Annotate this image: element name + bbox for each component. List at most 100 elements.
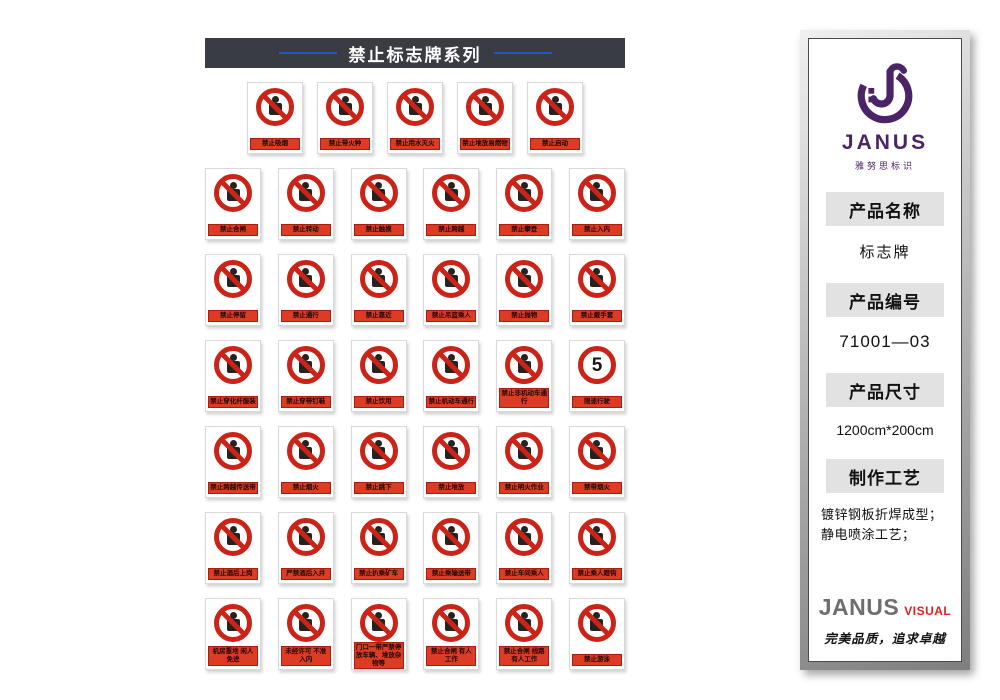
prohibition-circle-icon [326,88,364,126]
prohibition-circle-icon [505,346,544,384]
prohibition-circle-icon [505,260,544,298]
prohibition-circle-icon [432,260,471,298]
prohibition-sign: 禁止用水灭火 [387,82,443,154]
sign-label: 门口一带严禁停放车辆、堆放杂物等 [353,642,404,670]
product-name-value: 标志牌 [859,244,911,261]
prohibition-circle-icon [432,174,471,212]
sign-label: 禁止跨越传送带 [208,482,258,494]
sign-row: 禁止停留 禁止通行 禁止靠近 禁止吊篮乘人 [205,254,625,326]
sign-label: 机房重地 闲人免进 [208,646,258,666]
prohibition-sign: 禁止吊篮乘人 [423,254,480,326]
sign-label: 禁止机动车通行 [426,396,477,408]
prohibition-circle-icon [256,88,294,126]
prohibition-circle-icon [286,432,325,470]
sign-label: 禁止跨越 [426,224,477,236]
prohibition-circle-icon [359,346,398,384]
prohibition-sign: 禁止合闸 线路有人工作 [496,598,553,670]
process-header: 制作工艺 [826,459,944,493]
prohibition-sign: 禁止乘输送带 [423,512,480,584]
sign-label: 禁止启动 [530,138,580,150]
prohibition-sign: 禁止机动车通行 [423,340,480,412]
footer-tagline: 完美品质，追求卓越 [824,631,946,646]
prohibition-circle-icon [505,432,544,470]
prohibition-sign: 禁止转动 [277,168,334,240]
sign-row: 禁止吸烟 禁止带火种 禁止用水灭火 禁止堆放易燃物 [205,82,625,154]
prohibition-sign: 禁止停留 [205,254,261,326]
prohibition-circle-icon [214,346,252,384]
prohibition-sign: 禁止扒乘矿车 [350,512,407,584]
prohibition-circle-icon [214,174,252,212]
prohibition-circle-icon [577,604,616,642]
sign-row: 禁止酒后上岗 严禁酒后入井 禁止扒乘矿车 禁止乘输送带 [205,512,625,584]
prohibition-sign: 未经许可 不准入内 [277,598,334,670]
sign-glyph: 5 [591,354,603,376]
prohibition-circle-icon [214,604,252,642]
prohibition-circle-icon [432,518,471,556]
prohibition-circle-icon [432,432,471,470]
panel-footer: JANUS VISUAL 完美品质，追求卓越 [819,594,951,647]
sign-row: 禁止穿化纤服装 禁止穿带钉鞋 禁止饮用 禁止机动车通行 [205,340,625,412]
sign-label: 禁止吊篮乘人 [426,310,477,322]
prohibition-sign: 禁止饮用 [350,340,407,412]
prohibition-sign: 禁止通行 [277,254,334,326]
product-info-panel: JANUS 雅努思标识 产品名称 标志牌 产品编号 71001—03 产品尺寸 … [800,30,970,670]
sign-label: 禁止扒乘矿车 [353,568,404,580]
prohibition-sign: 禁止吸烟 [247,82,303,154]
sign-label: 禁止用水灭火 [390,138,440,150]
brand-line: JANUS VISUAL [819,594,951,621]
prohibition-circle-icon [214,432,252,470]
product-size-header: 产品尺寸 [826,373,944,407]
prohibition-sign: 门口一带严禁停放车辆、堆放杂物等 [350,598,407,670]
prohibition-sign: 禁止合闸 [205,168,261,240]
prohibition-sign: 5 限速行驶 [568,340,625,412]
title-rule-left [278,52,337,54]
prohibition-circle-icon [577,432,616,470]
sign-label: 禁止入内 [571,224,622,236]
sign-label: 禁止抛物 [499,310,550,322]
sign-label: 未经许可 不准入内 [280,646,331,666]
prohibition-sign: 严禁酒后入井 [277,512,334,584]
sign-label: 禁止吸烟 [250,138,300,150]
prohibition-circle-icon [466,88,504,126]
sign-label: 禁止停留 [208,310,258,322]
sign-row: 机房重地 闲人免进 未经许可 不准入内 门口一带严禁停放车辆、堆放杂物等 禁止合… [205,598,625,670]
sign-label: 严禁酒后入井 [280,568,331,580]
prohibition-circle-icon [359,174,398,212]
sign-label: 禁止通行 [280,310,331,322]
sign-label: 禁止带火种 [320,138,370,150]
janus-logo-icon [857,63,913,124]
prohibition-circle-icon [505,518,544,556]
prohibition-circle-icon [505,174,544,212]
logo-block: JANUS 雅努思标识 [842,57,928,172]
prohibition-sign: 禁止非机动车通行 [496,340,553,412]
prohibition-circle-icon [359,518,398,556]
prohibition-sign: 禁止车间乘人 [496,512,553,584]
sign-label: 禁止合闸 [208,224,258,236]
product-info-inner: JANUS 雅努思标识 产品名称 标志牌 产品编号 71001—03 产品尺寸 … [808,38,962,662]
prohibition-circle-icon [286,346,325,384]
sign-label: 禁止合闸 线路有人工作 [499,646,550,666]
sign-label: 禁止堆放易燃物 [460,138,510,150]
prohibition-circle-icon [359,260,398,298]
sign-label: 禁带烟火 [571,482,622,494]
prohibition-sign: 禁止堆放 [423,426,480,498]
prohibition-circle-icon [286,260,325,298]
prohibition-circle-icon [432,346,471,384]
sign-row: 禁止跨越传送带 禁止烟火 禁止跳下 禁止堆放 [205,426,625,498]
prohibition-sign: 禁止触摸 [350,168,407,240]
prohibition-sign: 禁止跨越传送带 [205,426,261,498]
prohibition-circle-icon [286,604,325,642]
prohibition-circle-icon [505,604,544,642]
prohibition-circle-icon [286,174,325,212]
prohibition-circle-icon [432,604,471,642]
prohibition-sign: 禁止堆放易燃物 [457,82,513,154]
prohibition-sign: 禁止穿带钉鞋 [277,340,334,412]
process-value: 镀锌钢板折焊成型；静电喷涂工艺； [821,507,943,543]
sign-label: 禁止饮用 [353,396,404,408]
prohibition-circle-icon [214,518,252,556]
prohibition-circle-icon [286,518,325,556]
prohibition-circle-icon [536,88,574,126]
prohibition-circle-icon [214,260,252,298]
prohibition-circle-icon [359,604,398,642]
